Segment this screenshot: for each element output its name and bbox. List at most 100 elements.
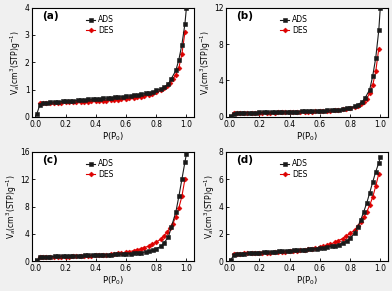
ADS <box>378 6 383 9</box>
ADS <box>302 110 307 113</box>
ADS <box>348 236 352 240</box>
ADS <box>91 253 95 257</box>
DES <box>370 83 375 87</box>
DES <box>283 250 287 253</box>
DES <box>376 47 381 50</box>
ADS <box>333 244 338 247</box>
ADS <box>250 111 254 114</box>
ADS <box>176 58 181 61</box>
Legend: ADS, DES: ADS, DES <box>85 158 116 180</box>
ADS <box>378 156 383 159</box>
DES <box>63 255 68 258</box>
DES <box>358 102 363 106</box>
ADS <box>41 255 45 259</box>
ADS <box>105 96 110 100</box>
Text: (d): (d) <box>236 155 253 165</box>
DES <box>325 109 330 113</box>
DES <box>71 100 76 104</box>
ADS <box>330 109 334 112</box>
DES <box>93 254 98 257</box>
ADS <box>184 6 189 9</box>
ADS <box>295 248 299 252</box>
DES <box>44 101 48 105</box>
DES <box>41 255 45 259</box>
ADS <box>302 248 307 251</box>
ADS <box>337 243 342 246</box>
DES <box>340 108 345 111</box>
ADS <box>292 249 296 252</box>
DES <box>74 100 78 104</box>
ADS <box>345 107 349 110</box>
DES <box>154 240 159 244</box>
ADS <box>325 245 330 249</box>
ADS <box>272 250 277 253</box>
DES <box>325 244 330 247</box>
ADS <box>322 109 327 112</box>
DES <box>82 100 86 103</box>
ADS <box>325 109 330 112</box>
DES <box>302 248 307 252</box>
DES <box>38 102 42 105</box>
ADS <box>254 111 259 114</box>
ADS <box>277 250 281 253</box>
Line: ADS: ADS <box>229 156 382 262</box>
DES <box>89 254 94 258</box>
ADS <box>83 98 87 102</box>
ADS <box>143 250 148 254</box>
DES <box>305 110 310 113</box>
DES <box>231 111 236 115</box>
DES <box>268 251 272 254</box>
DES <box>66 101 71 104</box>
DES <box>171 77 175 81</box>
ADS <box>158 245 163 248</box>
ADS <box>146 249 151 253</box>
X-axis label: P(P$_0$): P(P$_0$) <box>102 130 124 143</box>
DES <box>336 239 340 242</box>
DES <box>298 249 303 252</box>
ADS <box>136 93 140 97</box>
ADS <box>151 90 156 93</box>
ADS <box>314 247 319 250</box>
DES <box>89 100 94 103</box>
ADS <box>154 89 159 92</box>
DES <box>343 107 348 111</box>
ADS <box>318 109 322 113</box>
ADS <box>374 170 378 173</box>
DES <box>82 254 86 258</box>
ADS <box>78 254 83 257</box>
ADS <box>101 253 106 257</box>
ADS <box>91 97 95 101</box>
DES <box>361 100 366 104</box>
ADS <box>158 87 163 91</box>
ADS <box>60 100 65 103</box>
ADS <box>75 99 80 102</box>
DES <box>109 253 113 256</box>
DES <box>275 251 280 254</box>
DES <box>302 110 307 114</box>
DES <box>119 251 124 255</box>
ADS <box>367 191 372 195</box>
DES <box>176 206 181 210</box>
ADS <box>318 246 322 250</box>
ADS <box>307 248 312 251</box>
ADS <box>229 114 233 118</box>
DES <box>318 109 322 113</box>
ADS <box>121 95 125 98</box>
DES <box>287 250 292 253</box>
ADS <box>48 100 53 104</box>
ADS <box>75 254 80 258</box>
ADS <box>265 251 269 254</box>
ADS <box>265 111 269 114</box>
ADS <box>234 253 239 256</box>
DES <box>310 247 315 251</box>
DES <box>321 244 325 248</box>
DES <box>275 111 280 114</box>
ADS <box>93 253 98 257</box>
DES <box>48 255 53 259</box>
ADS <box>68 99 73 102</box>
DES <box>242 111 247 115</box>
ADS <box>234 111 239 115</box>
ADS <box>180 178 184 181</box>
Line: DES: DES <box>232 47 381 115</box>
DES <box>96 99 101 103</box>
